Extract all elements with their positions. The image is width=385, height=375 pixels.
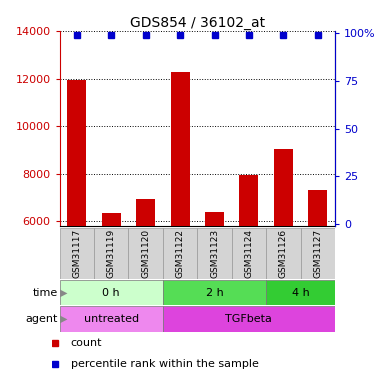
Text: 2 h: 2 h	[206, 288, 223, 297]
Bar	[197, 228, 232, 279]
Text: GSM31117: GSM31117	[72, 229, 81, 278]
Text: GSM31119: GSM31119	[107, 229, 116, 278]
Text: time: time	[32, 288, 58, 297]
Bar	[67, 80, 86, 226]
Text: count: count	[71, 338, 102, 348]
Text: 4 h: 4 h	[292, 288, 310, 297]
Bar	[163, 228, 197, 279]
Bar	[94, 228, 129, 279]
Text: agent: agent	[25, 314, 58, 324]
Text: GSM31124: GSM31124	[244, 229, 253, 278]
Bar	[163, 280, 266, 305]
Text: percentile rank within the sample: percentile rank within the sample	[71, 359, 259, 369]
Bar	[136, 199, 155, 226]
Text: GSM31123: GSM31123	[210, 229, 219, 278]
Text: GSM31126: GSM31126	[279, 229, 288, 278]
Bar	[239, 175, 258, 226]
Bar	[60, 228, 94, 279]
Text: GSM31127: GSM31127	[313, 229, 322, 278]
Text: 0 h: 0 h	[102, 288, 120, 297]
Bar	[232, 228, 266, 279]
Bar	[129, 228, 163, 279]
Text: GSM31120: GSM31120	[141, 229, 150, 278]
Bar	[60, 280, 163, 305]
Bar	[266, 280, 335, 305]
Bar	[60, 306, 163, 332]
Bar	[163, 306, 335, 332]
Bar	[301, 228, 335, 279]
Text: ▶: ▶	[60, 314, 68, 324]
Bar	[274, 149, 293, 226]
Bar	[205, 212, 224, 226]
Text: untreated: untreated	[84, 314, 139, 324]
Title: GDS854 / 36102_at: GDS854 / 36102_at	[130, 16, 265, 30]
Bar	[102, 213, 121, 226]
Text: GSM31122: GSM31122	[176, 229, 185, 278]
Text: ▶: ▶	[60, 288, 68, 297]
Text: TGFbeta: TGFbeta	[226, 314, 272, 324]
Bar	[266, 228, 301, 279]
Bar	[308, 190, 327, 226]
Bar	[171, 72, 189, 226]
